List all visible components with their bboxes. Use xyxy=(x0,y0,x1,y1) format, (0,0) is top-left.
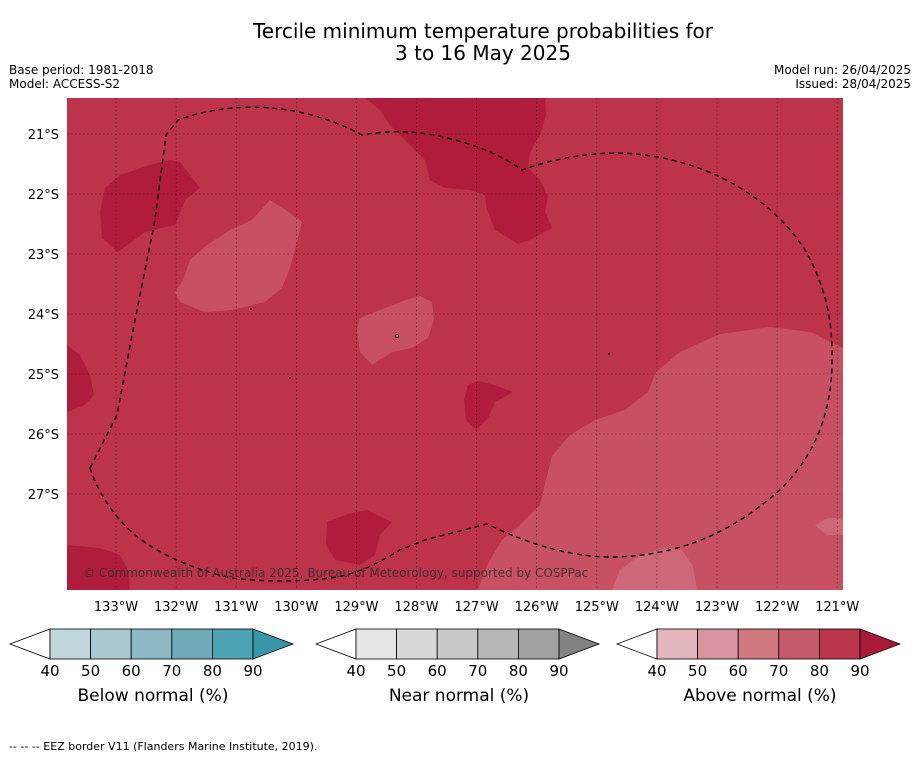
title-line-1: Tercile minimum temperature probabilitie… xyxy=(252,19,714,43)
patch-50-60-right-edge xyxy=(815,518,843,535)
colorbar-near-normal-title: Near normal (%) xyxy=(388,686,530,706)
colorbar-segment xyxy=(49,628,91,660)
colorbar-above-normal-title: Above normal (%) xyxy=(683,686,837,706)
colorbar-tick-label: 90 xyxy=(243,662,262,676)
latitude-label: 26°S xyxy=(28,428,59,443)
latitude-label: 22°S xyxy=(28,188,59,203)
colorbar-tick-label: 60 xyxy=(729,662,748,676)
longitude-label: 129°W xyxy=(334,600,378,615)
colorbar-tick-label: 70 xyxy=(468,662,487,676)
colorbar-low-extension xyxy=(8,628,51,660)
patch-60-70-center xyxy=(357,296,434,365)
latitude-label: 25°S xyxy=(28,368,59,383)
colorbar-tick-label: 50 xyxy=(688,662,707,676)
colorbar-segment xyxy=(656,628,698,660)
map-field xyxy=(67,98,843,590)
colorbar-tick-label: 90 xyxy=(850,662,869,676)
colorbar-segment xyxy=(697,628,739,660)
colorbar-low-extension xyxy=(314,628,357,660)
colorbar-high-extension xyxy=(252,628,295,660)
longitude-label: 132°W xyxy=(154,600,198,615)
latitude-label: 24°S xyxy=(28,308,59,323)
longitude-label: 130°W xyxy=(274,600,318,615)
colorbar-high-extension xyxy=(558,628,601,660)
patch-80-90-bottom-left xyxy=(67,545,130,590)
colorbar-segment xyxy=(737,628,780,660)
eez-border xyxy=(89,106,833,582)
longitude-label: 131°W xyxy=(214,600,258,615)
colorbar-tick-label: 90 xyxy=(549,662,568,676)
colorbar-segment xyxy=(130,628,173,660)
island-marker xyxy=(289,377,291,379)
patch-80-90-upper-left xyxy=(100,160,200,252)
colorbar-tick-label: 80 xyxy=(203,662,222,676)
colorbar-segment xyxy=(436,628,479,660)
colorbar-below-normal: 40 50 60 70 80 90 xyxy=(8,628,295,676)
longitude-label: 125°W xyxy=(575,600,619,615)
patch-50-60-bottom-right xyxy=(612,548,697,590)
graticule xyxy=(67,98,843,590)
longitude-label: 133°W xyxy=(94,600,138,615)
model-label: Model: ACCESS-S2 xyxy=(9,77,121,91)
colorbar-segment xyxy=(171,628,213,660)
latitude-labels: 21°S 22°S 23°S 24°S 25°S 26°S 27°S xyxy=(28,128,59,503)
map-title: Tercile minimum temperature probabilitie… xyxy=(0,20,919,64)
latitude-label: 27°S xyxy=(28,488,59,503)
probability-map: © Commonwealth of Australia 2025, Bureau… xyxy=(28,98,860,615)
eez-footnote: -- -- -- EEZ border V11 (Flanders Marine… xyxy=(9,740,318,753)
longitude-label: 127°W xyxy=(455,600,499,615)
meta-right: Model run: 26/04/2025 Issued: 28/04/2025 xyxy=(774,63,911,91)
island-marker xyxy=(394,333,399,338)
patch-80-90-bottom-center xyxy=(326,510,392,565)
colorbar-high-extension xyxy=(859,628,902,660)
longitude-label: 126°W xyxy=(515,600,559,615)
colorbar-tick-label: 60 xyxy=(428,662,447,676)
colorbar-tick-label: 50 xyxy=(81,662,100,676)
model-run-label: Model run: 26/04/2025 xyxy=(773,63,911,77)
island-marker xyxy=(608,353,610,355)
colorbar-low-extension xyxy=(615,628,658,660)
colorbar-tick-label: 80 xyxy=(810,662,829,676)
latitude-label: 21°S xyxy=(28,128,59,143)
title-line-2: 3 to 16 May 2025 xyxy=(395,41,571,65)
colorbar-segment xyxy=(818,628,861,660)
base-period-label: Base period: 1981-2018 xyxy=(9,63,154,77)
longitude-label: 128°W xyxy=(394,600,438,615)
colorbar-tick-label: 40 xyxy=(346,662,365,676)
colorbar-tick-label: 40 xyxy=(40,662,59,676)
colorbar-tick-label: 40 xyxy=(647,662,666,676)
longitude-label: 124°W xyxy=(635,600,679,615)
colorbar-tick-label: 50 xyxy=(387,662,406,676)
colorbar-tick-label: 60 xyxy=(122,662,141,676)
patch-60-70-upper-left xyxy=(175,200,302,312)
colorbar-below-normal-title: Below normal (%) xyxy=(77,686,229,706)
colorbar-tick-label: 70 xyxy=(769,662,788,676)
colorbar-tick-label: 80 xyxy=(509,662,528,676)
colorbar-segment xyxy=(396,628,438,660)
issued-label: Issued: 28/04/2025 xyxy=(795,77,911,91)
longitude-label: 121°W xyxy=(815,600,859,615)
colorbar-segment xyxy=(211,628,254,660)
colorbar-tick-label: 70 xyxy=(162,662,181,676)
patch-60-70-lower-right xyxy=(478,327,843,590)
colorbar-above-normal: 40 50 60 70 80 90 xyxy=(615,628,902,676)
colorbar-near-normal: 40 50 60 70 80 90 xyxy=(314,628,601,676)
colorbar-segment xyxy=(355,628,397,660)
copyright-watermark: © Commonwealth of Australia 2025, Bureau… xyxy=(83,566,588,580)
patch-80-90-center xyxy=(464,381,513,430)
colorbar-segment xyxy=(90,628,132,660)
island-marker xyxy=(250,308,252,310)
colorbar-segment xyxy=(477,628,519,660)
longitude-label: 123°W xyxy=(695,600,739,615)
latitude-label: 23°S xyxy=(28,248,59,263)
colorbar-segment xyxy=(517,628,560,660)
patch-80-90-left-edge xyxy=(67,345,94,412)
longitude-label: 122°W xyxy=(755,600,799,615)
patch-80-90-top-center xyxy=(365,98,552,244)
longitude-labels: 133°W 132°W 131°W 130°W 129°W 128°W 127°W 126°W… xyxy=(94,600,860,615)
colorbar-segment xyxy=(778,628,820,660)
meta-left: Base period: 1981-2018 Model: ACCESS-S2 xyxy=(9,63,154,91)
